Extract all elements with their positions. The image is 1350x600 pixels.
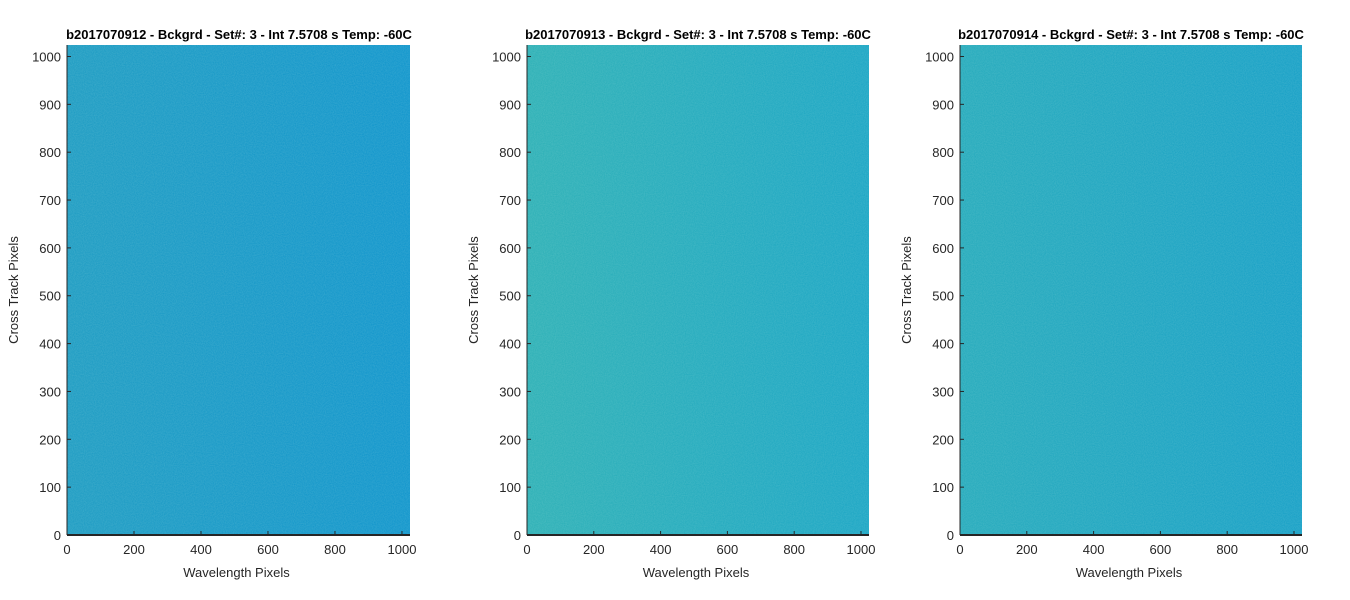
x-tick-label: 600 <box>1150 542 1172 557</box>
chart-title: b2017070912 - Bckgrd - Set#: 3 - Int 7.5… <box>66 27 412 42</box>
y-tick-label: 300 <box>932 384 954 399</box>
heatmap-noise-texture <box>527 45 869 535</box>
y-tick-label: 400 <box>499 337 521 352</box>
x-tick-label: 800 <box>1216 542 1238 557</box>
y-tick-label: 700 <box>932 193 954 208</box>
x-tick-label: 200 <box>1016 542 1038 557</box>
heatmap-noise-texture <box>960 45 1302 535</box>
x-tick-label: 600 <box>717 542 739 557</box>
chart-title: b2017070913 - Bckgrd - Set#: 3 - Int 7.5… <box>525 27 871 42</box>
x-tick-label: 800 <box>783 542 805 557</box>
y-tick-label: 800 <box>39 145 61 160</box>
y-tick-label: 400 <box>39 337 61 352</box>
chart-title: b2017070914 - Bckgrd - Set#: 3 - Int 7.5… <box>958 27 1304 42</box>
y-tick-label: 200 <box>39 432 61 447</box>
x-tick-label: 400 <box>190 542 212 557</box>
y-tick-label: 0 <box>947 528 954 543</box>
y-tick-label: 500 <box>499 289 521 304</box>
y-tick-label: 300 <box>499 384 521 399</box>
y-axis-label: Cross Track Pixels <box>466 236 481 344</box>
x-axis-label: Wavelength Pixels <box>183 565 290 580</box>
heatmap-noise-texture <box>67 45 410 535</box>
y-axis-label: Cross Track Pixels <box>6 236 21 344</box>
y-tick-label: 1000 <box>492 49 521 64</box>
x-tick-label: 0 <box>63 542 70 557</box>
y-tick-label: 1000 <box>32 49 61 64</box>
x-axis-label: Wavelength Pixels <box>643 565 750 580</box>
y-tick-label: 500 <box>932 289 954 304</box>
y-tick-label: 700 <box>499 193 521 208</box>
heatmap-panel-1: 0 200 400 600 800 1000 0 100 200 300 400 500 600 700 8… <box>6 27 416 580</box>
y-tick-label: 800 <box>499 145 521 160</box>
y-tick-label: 900 <box>39 97 61 112</box>
y-tick-label: 800 <box>932 145 954 160</box>
y-tick-label: 0 <box>514 528 521 543</box>
y-tick-label: 200 <box>499 432 521 447</box>
x-tick-label: 1000 <box>1280 542 1309 557</box>
x-tick-label: 600 <box>257 542 279 557</box>
y-tick-label: 600 <box>39 241 61 256</box>
x-tick-label: 1000 <box>388 542 417 557</box>
y-tick-label: 100 <box>499 480 521 495</box>
x-tick-label: 200 <box>583 542 605 557</box>
y-tick-label: 0 <box>54 528 61 543</box>
y-tick-label: 1000 <box>925 49 954 64</box>
heatmap-panel-3: 0 200 400 600 800 1000 0 100 200 300 400 500 600 700 8… <box>899 27 1308 580</box>
y-tick-label: 200 <box>932 432 954 447</box>
x-tick-label: 200 <box>123 542 145 557</box>
x-tick-label: 400 <box>1083 542 1105 557</box>
x-tick-label: 800 <box>324 542 346 557</box>
x-tick-label: 0 <box>523 542 530 557</box>
y-tick-label: 100 <box>932 480 954 495</box>
y-axis-label: Cross Track Pixels <box>899 236 914 344</box>
y-tick-label: 500 <box>39 289 61 304</box>
y-tick-label: 900 <box>932 97 954 112</box>
y-tick-label: 400 <box>932 337 954 352</box>
y-tick-label: 900 <box>499 97 521 112</box>
x-tick-label: 400 <box>650 542 672 557</box>
y-tick-label: 700 <box>39 193 61 208</box>
y-tick-label: 600 <box>932 241 954 256</box>
x-tick-label: 1000 <box>847 542 876 557</box>
x-tick-label: 0 <box>956 542 963 557</box>
x-axis-label: Wavelength Pixels <box>1076 565 1183 580</box>
y-tick-label: 100 <box>39 480 61 495</box>
y-tick-label: 600 <box>499 241 521 256</box>
y-tick-label: 300 <box>39 384 61 399</box>
heatmap-panel-2: 0 200 400 600 800 1000 0 100 200 300 400 500 600 700 8… <box>466 27 875 580</box>
